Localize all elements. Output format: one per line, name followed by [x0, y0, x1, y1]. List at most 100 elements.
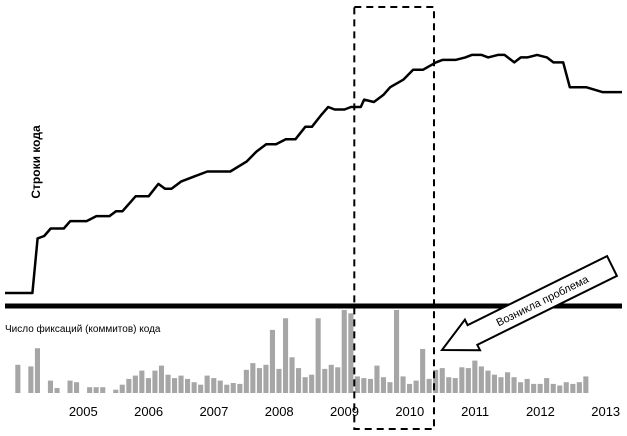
year-tick-label: 2010	[395, 404, 424, 419]
commit-bar	[322, 368, 328, 393]
commit-bar	[341, 310, 347, 393]
y-axis-label-commits: Число фиксаций (коммитов) кода	[5, 323, 161, 335]
commit-bar	[511, 377, 517, 393]
commit-bar	[400, 376, 406, 393]
commit-bar	[283, 318, 289, 393]
commit-bar	[420, 349, 426, 393]
callout-label: Возникла проблема	[495, 273, 592, 329]
commit-bar	[119, 384, 125, 393]
commit-bar	[491, 374, 497, 393]
commit-bar	[433, 369, 439, 393]
commit-bar	[224, 384, 230, 393]
commit-bar	[302, 377, 308, 393]
commit-bar	[309, 374, 315, 393]
commit-bar	[34, 348, 40, 393]
commit-bar	[544, 378, 550, 393]
commit-bar	[485, 370, 491, 393]
commit-bar	[439, 368, 445, 393]
commit-bar	[315, 318, 321, 393]
commit-bar	[583, 376, 589, 393]
year-tick-label: 2009	[330, 404, 359, 419]
problem-period-highlight	[353, 6, 435, 430]
commit-bar	[67, 380, 73, 393]
year-tick-label: 2007	[199, 404, 228, 419]
commit-bar	[269, 329, 275, 393]
commit-bar	[93, 387, 99, 393]
commit-bar	[537, 383, 543, 393]
commit-bar	[459, 367, 465, 393]
commit-bar	[256, 368, 262, 393]
commit-bar	[465, 368, 471, 393]
commit-bar	[47, 380, 53, 393]
commit-bar	[407, 383, 413, 393]
commit-bar	[550, 383, 556, 393]
commit-bar	[204, 375, 210, 393]
commit-bar	[354, 376, 360, 393]
commit-bar	[531, 383, 537, 393]
commit-bar	[211, 378, 217, 393]
year-tick-label: 2006	[134, 404, 163, 419]
commit-bar	[158, 365, 164, 393]
commit-bar	[191, 382, 197, 393]
year-tick-label: 2008	[265, 404, 294, 419]
commit-bar	[139, 370, 145, 393]
commit-bar	[15, 364, 21, 393]
year-tick-label: 2012	[526, 404, 555, 419]
commit-bar	[145, 378, 151, 393]
year-tick-labels: 2005 2006 2007 2008 2009 2010 2011 2012 2013	[69, 404, 620, 419]
lines-of-code-line	[5, 53, 622, 295]
commit-bar	[289, 357, 295, 393]
commit-bar	[328, 364, 334, 393]
commit-bar	[472, 360, 478, 393]
commit-bar	[524, 378, 530, 393]
commit-bar	[28, 366, 34, 393]
commit-bar	[126, 378, 132, 393]
problem-callout-arrow: Возникла проблема	[439, 254, 619, 352]
commit-bar	[296, 368, 302, 393]
commit-bar	[374, 365, 380, 393]
commit-bar	[367, 378, 373, 393]
commit-bar	[394, 310, 400, 393]
commit-bars	[15, 310, 589, 394]
year-tick-label: 2005	[69, 404, 98, 419]
commit-bar	[113, 389, 119, 393]
callout-arrow-shape	[439, 254, 619, 352]
lines-of-code-series	[5, 53, 622, 295]
commit-bar	[237, 383, 243, 393]
commit-bar	[380, 377, 386, 393]
commit-bar	[263, 364, 269, 393]
commit-bar	[185, 378, 191, 393]
commit-bar	[387, 382, 393, 393]
commit-bar	[132, 375, 138, 393]
commit-bar	[250, 363, 256, 393]
commit-bar	[518, 382, 524, 393]
commit-bar	[217, 380, 223, 393]
commit-bar	[576, 382, 582, 393]
commit-bar	[152, 370, 158, 393]
commit-bar	[563, 382, 569, 393]
commit-bar	[87, 387, 93, 393]
y-axis-label-lines-of-code: Строки кода	[29, 125, 43, 199]
commit-bar	[243, 369, 249, 393]
commit-bar	[361, 378, 367, 393]
commit-bar	[165, 374, 171, 393]
commit-bar	[570, 383, 576, 393]
commit-bar	[172, 378, 178, 393]
commit-bar	[413, 380, 419, 393]
commit-bar	[54, 388, 60, 393]
commit-bar	[348, 313, 354, 393]
commit-bar	[276, 368, 282, 393]
commit-bar	[478, 366, 484, 393]
commit-bar	[557, 385, 563, 393]
commit-bar	[446, 377, 452, 393]
commit-bar	[498, 377, 504, 393]
commit-bar	[74, 382, 80, 393]
commit-bar	[198, 384, 204, 393]
commit-bar	[178, 375, 184, 393]
commit-bar	[452, 378, 458, 393]
commit-bar	[230, 383, 236, 393]
commit-bar	[505, 372, 511, 394]
year-tick-label: 2011	[461, 404, 489, 419]
commit-bar	[335, 367, 341, 393]
